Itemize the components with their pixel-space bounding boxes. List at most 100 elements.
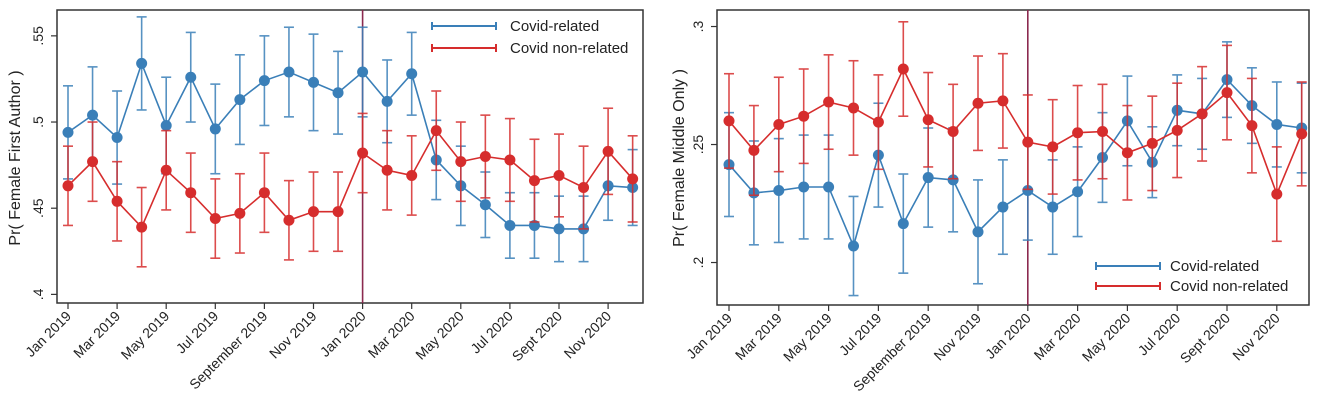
y-tick-label: .5	[30, 116, 46, 128]
data-point	[823, 181, 835, 193]
data-point	[1271, 188, 1283, 200]
plot-frame	[716, 9, 1310, 306]
series-line	[728, 67, 1303, 197]
data-point	[1196, 108, 1208, 120]
data-point	[136, 221, 148, 233]
data-point	[1022, 136, 1034, 148]
data-point	[234, 94, 246, 106]
x-tick-label: Jul 2019	[173, 308, 222, 357]
data-point	[848, 102, 859, 114]
data-point	[897, 63, 909, 75]
series-line	[67, 61, 633, 230]
data-point	[947, 126, 959, 138]
x-tick-label: Jan 2020	[982, 310, 1034, 362]
data-point	[209, 213, 221, 225]
x-tick-label: Jan 2019	[22, 308, 74, 360]
legend-label-covid-related: Covid-related	[1170, 258, 1259, 275]
y-tick-label: .55	[30, 26, 46, 46]
x-tick-label: May 2019	[118, 308, 173, 363]
data-point	[209, 123, 221, 135]
data-point	[1121, 147, 1133, 159]
x-tick-label: Nov 2019	[930, 310, 984, 364]
data-point	[997, 201, 1009, 213]
plot-frame	[56, 9, 644, 304]
data-point	[283, 66, 295, 78]
data-point	[848, 240, 859, 252]
y-tick-label: .3	[690, 20, 706, 32]
data-point	[1097, 126, 1108, 138]
x-tick-label: May 2020	[1079, 310, 1134, 365]
data-point	[1146, 137, 1158, 149]
data-point	[87, 156, 99, 168]
y-axis: .4 .45 .5 .55	[30, 26, 57, 300]
x-tick-label: Jan 2019	[683, 310, 735, 362]
data-point	[897, 218, 909, 230]
y-tick-label: .2	[690, 256, 706, 268]
series-group	[62, 16, 639, 268]
data-point	[1296, 128, 1308, 140]
x-tick-label: Mar 2019	[70, 308, 123, 361]
x-tick-label: May 2019	[780, 310, 835, 365]
data-point	[136, 57, 148, 69]
data-point	[111, 195, 123, 207]
data-point	[1246, 120, 1258, 132]
data-point	[1221, 87, 1233, 99]
data-point	[723, 115, 735, 127]
y-tick-label: .45	[30, 198, 46, 218]
data-point	[922, 172, 934, 184]
data-point	[773, 118, 785, 130]
data-point	[602, 145, 614, 157]
data-point	[1171, 124, 1183, 136]
data-point	[381, 95, 393, 107]
data-point	[1022, 185, 1034, 197]
x-tick-label: Mar 2019	[732, 310, 785, 363]
legend-label-covid-related: Covid-related	[510, 18, 599, 35]
legend-label-covid-non-related: Covid non-related	[1170, 278, 1288, 295]
data-point	[283, 214, 295, 226]
data-point	[160, 119, 172, 131]
series-line	[728, 78, 1302, 249]
data-point	[160, 164, 172, 176]
data-point	[185, 187, 197, 199]
data-point	[773, 185, 785, 197]
series-line	[67, 129, 634, 229]
x-tick-label: Nov 2019	[266, 308, 320, 362]
legend-label-covid-non-related: Covid non-related	[510, 40, 628, 57]
x-tick-label: Mar 2020	[1031, 310, 1084, 363]
data-point	[111, 132, 123, 144]
data-point	[748, 144, 760, 156]
legend: Covid-related Covid non-related	[431, 18, 628, 57]
data-point	[1271, 118, 1283, 130]
data-point	[504, 154, 516, 166]
data-point	[258, 75, 270, 87]
data-point	[972, 97, 984, 109]
data-point	[798, 110, 810, 122]
data-point	[479, 151, 491, 162]
data-point	[62, 180, 74, 192]
data-point	[406, 68, 418, 80]
data-point	[479, 199, 491, 211]
x-tick-label: Jul 2020	[1135, 310, 1184, 359]
data-point	[1072, 127, 1084, 139]
data-point	[947, 174, 959, 186]
series-covid-non-related	[62, 90, 639, 268]
data-point	[1072, 186, 1084, 198]
x-tick-label: Jul 2020	[467, 308, 516, 357]
data-point	[972, 226, 984, 238]
data-point	[553, 169, 565, 181]
data-point	[872, 116, 884, 128]
data-point	[381, 164, 393, 176]
data-point	[185, 71, 197, 83]
data-point	[997, 95, 1009, 107]
y-axis-title: Pr( Female First Author )	[7, 70, 24, 245]
y-axis-title: Pr( Female Middle Only )	[671, 69, 688, 247]
data-point	[332, 206, 344, 218]
legend: Covid-related Covid non-related	[1095, 258, 1288, 295]
data-point	[922, 114, 934, 126]
x-tick-label: Sept 2020	[509, 308, 566, 365]
